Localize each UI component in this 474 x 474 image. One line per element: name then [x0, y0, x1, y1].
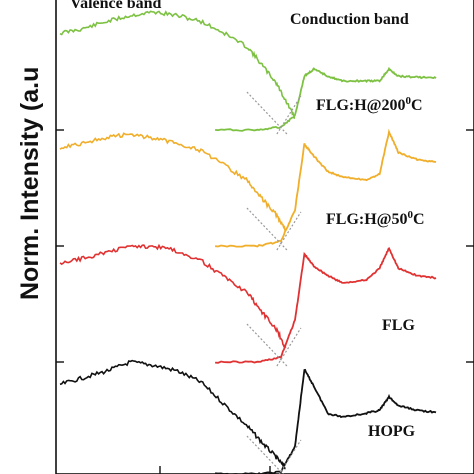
conduction-band-line — [215, 128, 437, 248]
valence-band-line — [59, 243, 287, 350]
conduction-band-line — [215, 368, 437, 474]
series-label-flg-h-50c: FLG:H@500C — [326, 209, 425, 228]
valence-band-header: Valence band — [70, 0, 162, 12]
series-3 — [59, 359, 437, 474]
series-1 — [59, 128, 437, 251]
valence-band-line — [59, 10, 296, 119]
series-0 — [59, 10, 437, 135]
series-2 — [59, 243, 437, 367]
series-layer — [59, 10, 437, 474]
y-axis-label: Norm. Intensity (a.u — [16, 67, 44, 300]
conduction-band-header: Conduction band — [290, 11, 409, 28]
conduction-band-line — [215, 66, 437, 132]
conduction-edge-extrapolation — [276, 327, 302, 367]
conduction-band-line — [215, 246, 437, 364]
valence-band-line — [59, 359, 286, 470]
valence-edge-extrapolation — [246, 91, 288, 135]
series-label-flg: FLG — [382, 317, 415, 334]
valence-edge-extrapolation — [246, 323, 288, 367]
plot-frame — [55, 0, 474, 474]
valence-edge-extrapolation — [246, 207, 288, 251]
conduction-edge-extrapolation — [278, 439, 302, 474]
series-label-hopg: HOPG — [368, 423, 416, 440]
valence-edge-extrapolation — [246, 435, 284, 474]
conduction-edge-extrapolation — [276, 95, 302, 135]
valence-band-line — [59, 132, 287, 232]
series-label-flg-h-200c: FLG:H@2000C — [316, 95, 423, 114]
conduction-edge-extrapolation — [276, 211, 302, 251]
